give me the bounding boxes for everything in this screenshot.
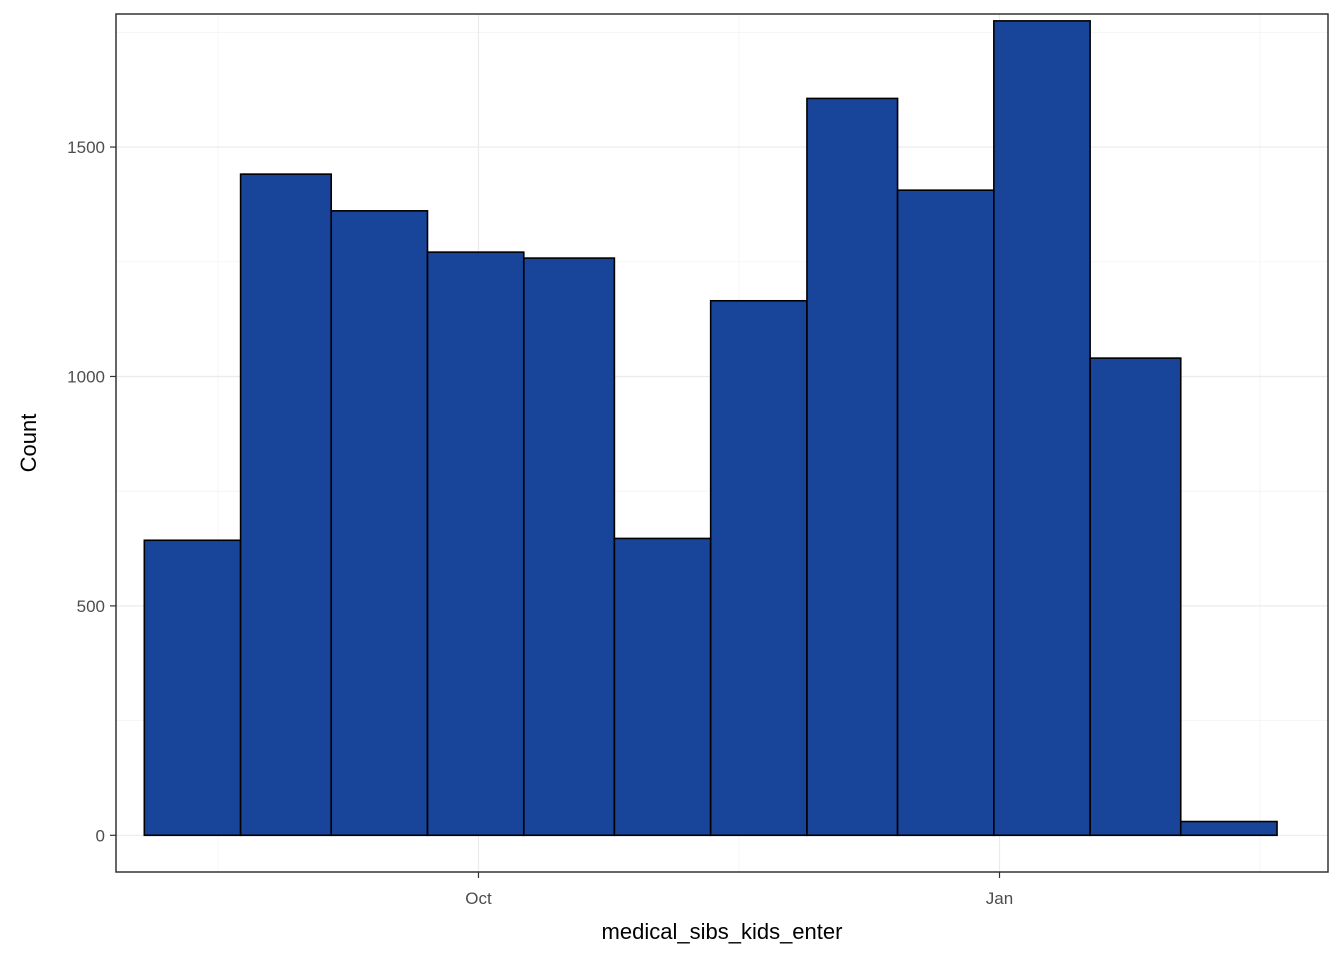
histogram-bar-4 [426,251,525,837]
histogram-bar-12 [1179,820,1278,837]
panel-border [115,13,1329,873]
y-tick-label: 1500 [67,138,105,157]
y-tick-label: 1000 [67,367,105,386]
histogram-bar-7 [709,299,808,837]
histogram-bar-8 [806,97,899,837]
y-tick-label: 500 [77,597,105,616]
histogram-bar-10 [993,20,1091,837]
y-tick-label: 0 [96,826,105,845]
axis-ticks: 0 500 1000 1500 Oct Jan [67,138,1013,908]
histogram-bar-11 [1089,357,1182,837]
y-axis-title: Count [16,414,41,473]
histogram-bar-3 [330,210,429,837]
x-tick-label: Jan [986,889,1013,908]
histogram-bar-5 [522,257,616,837]
x-axis-title: medical_sibs_kids_enter [602,919,843,944]
histogram-bar-6 [613,537,712,837]
bars [143,20,1278,837]
x-tick-label: Oct [465,889,492,908]
histogram-bar-2 [239,173,333,837]
histogram-bar-1 [143,539,242,837]
histogram-bar-9 [896,189,995,837]
